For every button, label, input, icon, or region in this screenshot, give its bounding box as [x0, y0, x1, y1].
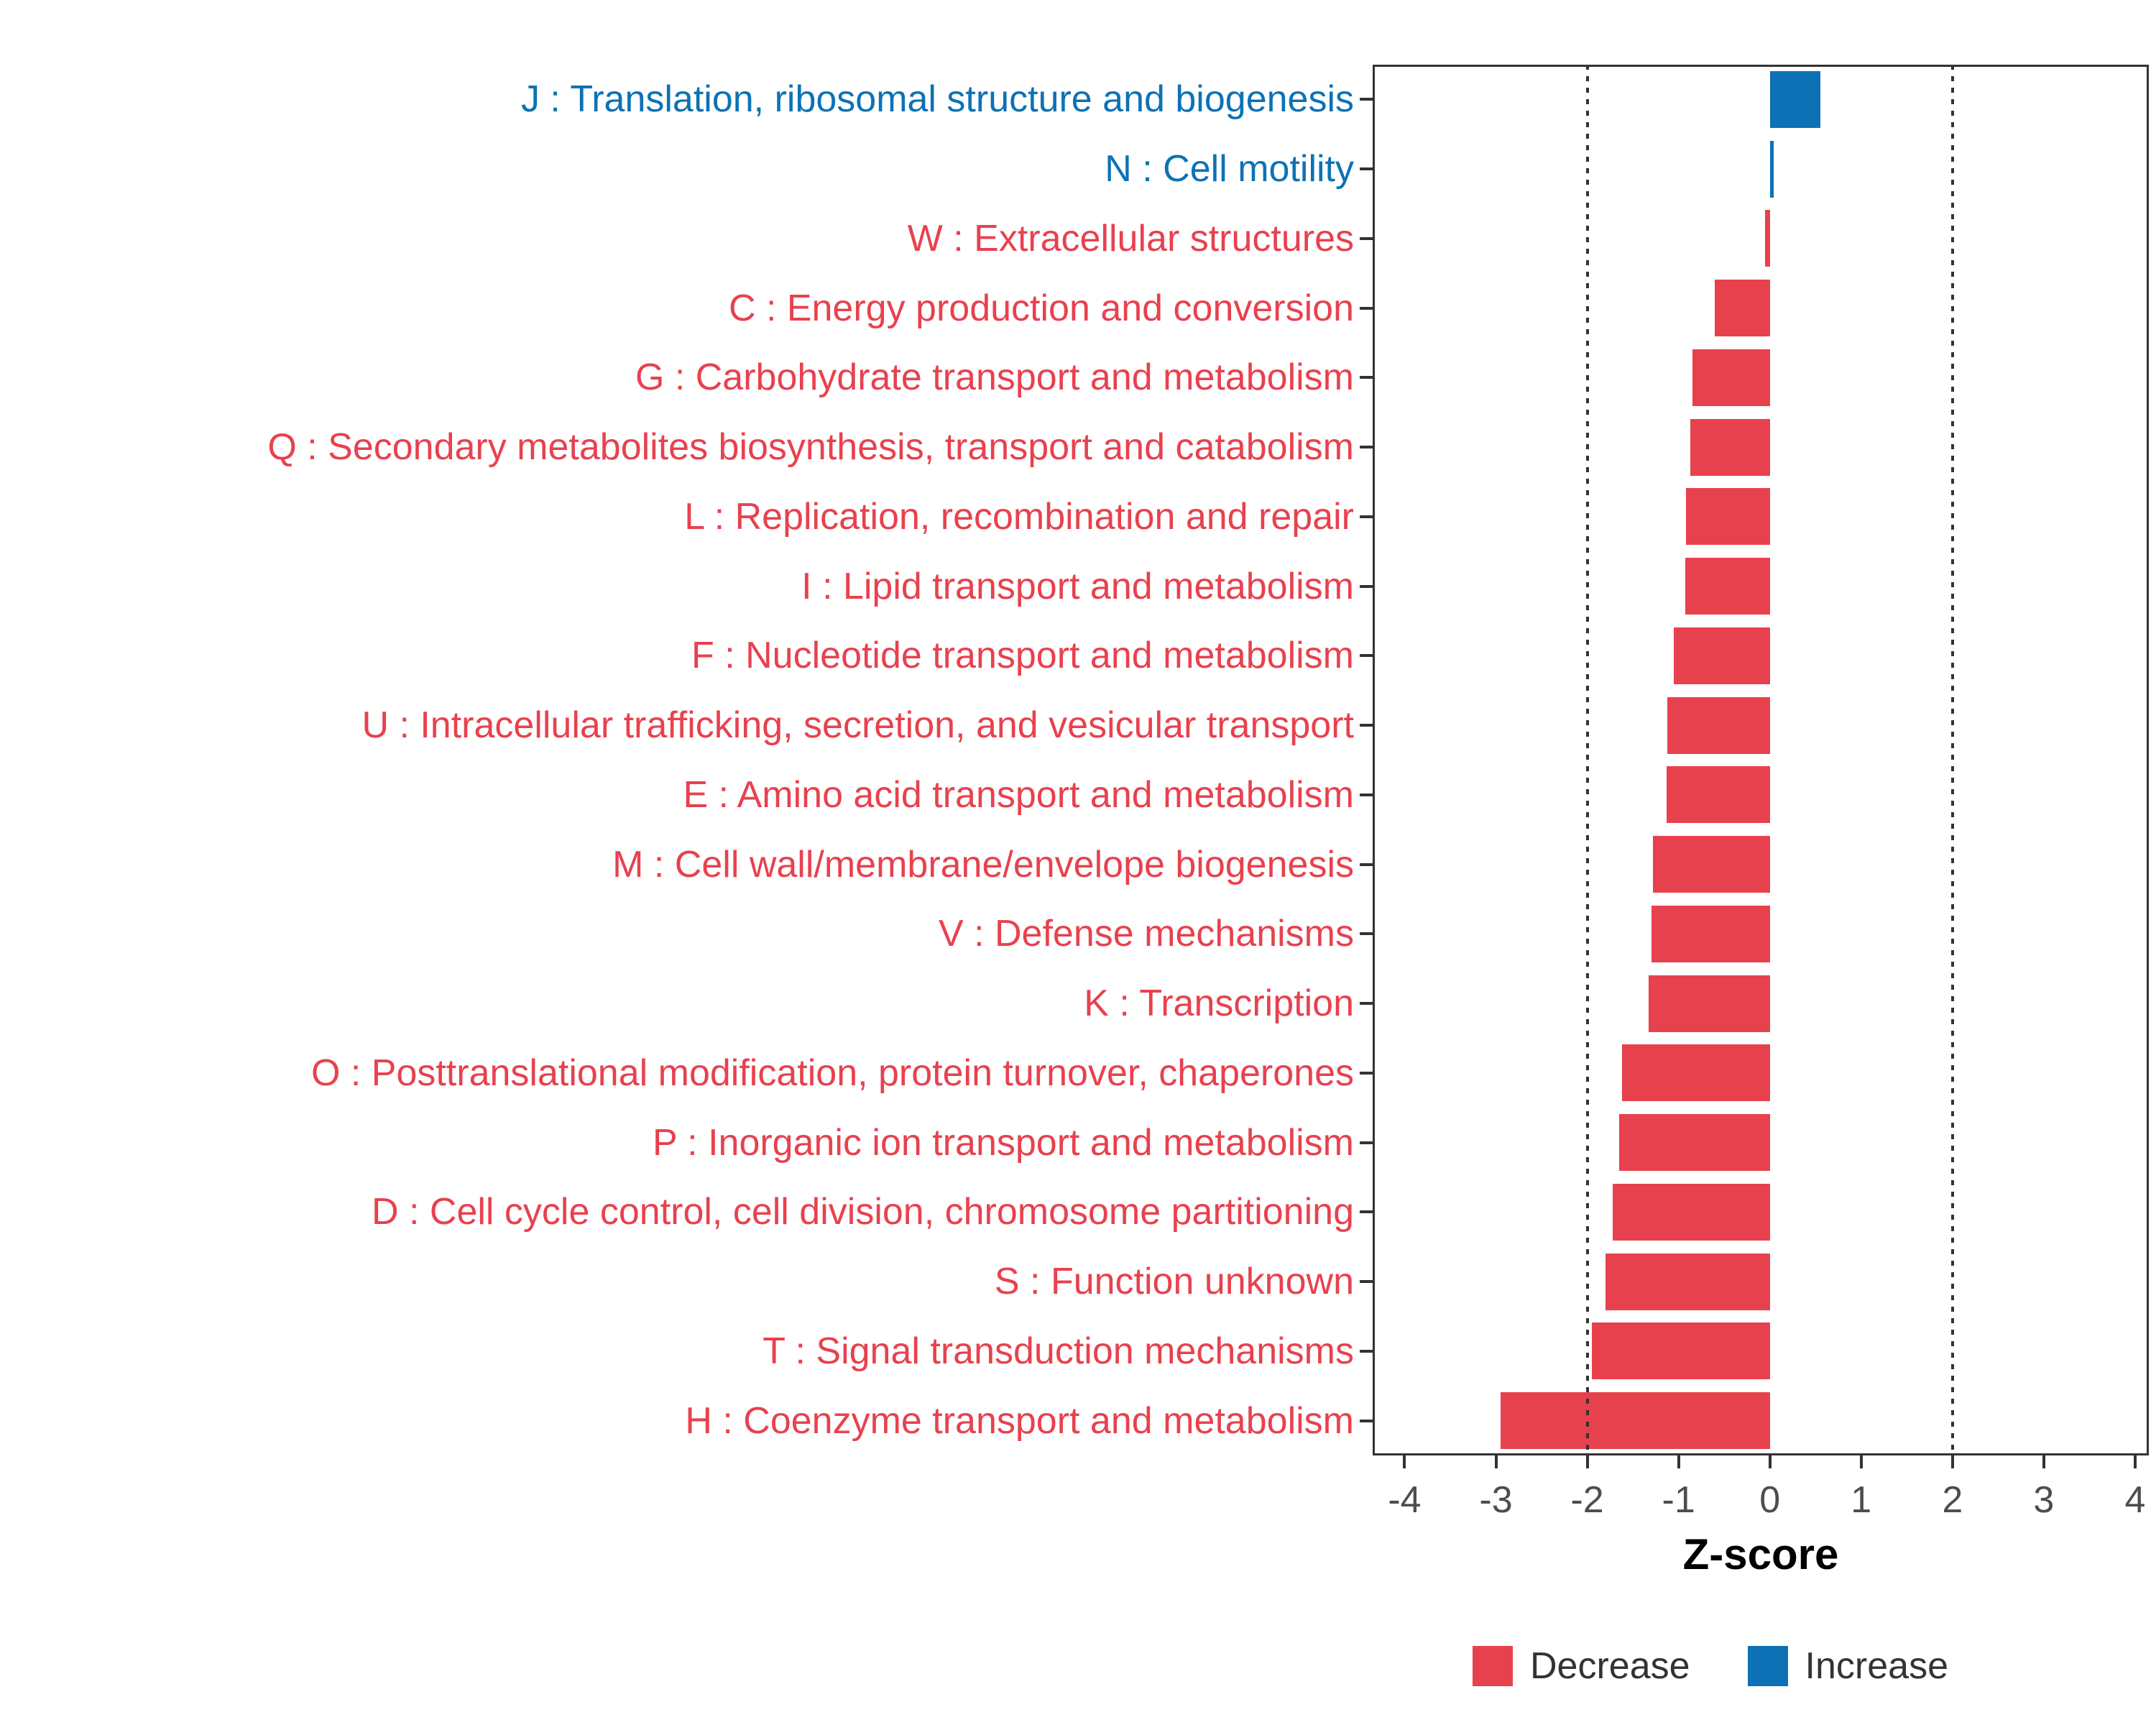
category-label: S : Function unknown: [994, 1261, 1354, 1303]
bar: [1500, 1392, 1770, 1450]
category-label: W : Extracellular structures: [907, 217, 1354, 259]
bar: [1715, 280, 1770, 337]
x-tick-label: -4: [1388, 1479, 1422, 1521]
category-label: F : Nucleotide transport and metabolism: [691, 635, 1354, 677]
x-tick: [1950, 1455, 1954, 1468]
category-label: K : Transcription: [1084, 983, 1354, 1025]
bar: [1667, 766, 1770, 824]
y-tick: [1360, 1141, 1373, 1144]
reference-line: [1950, 65, 1954, 1455]
y-tick: [1360, 376, 1373, 380]
legend-item-decrease: Decrease: [1472, 1644, 1690, 1688]
y-tick: [1360, 515, 1373, 518]
legend-swatch-increase: [1747, 1646, 1788, 1686]
x-tick-label: -2: [1570, 1479, 1604, 1521]
y-tick: [1360, 1002, 1373, 1006]
bar: [1621, 1044, 1770, 1102]
y-tick: [1360, 862, 1373, 866]
bar: [1591, 1322, 1770, 1380]
x-tick: [1859, 1455, 1863, 1468]
category-label: M : Cell wall/membrane/envelope biogenes…: [612, 843, 1354, 886]
y-tick: [1360, 724, 1373, 727]
x-tick: [1403, 1455, 1406, 1468]
y-tick: [1360, 584, 1373, 588]
category-label: E : Amino acid transport and metabolism: [683, 773, 1354, 816]
bar: [1606, 1253, 1770, 1310]
legend-label: Increase: [1805, 1645, 1948, 1687]
bar: [1769, 140, 1774, 198]
y-tick: [1360, 167, 1373, 171]
category-label: P : Inorganic ion transport and metaboli…: [652, 1121, 1354, 1164]
bar: [1653, 836, 1770, 893]
y-tick: [1360, 446, 1373, 449]
bar: [1648, 975, 1770, 1032]
bar: [1765, 210, 1770, 267]
x-tick: [2042, 1455, 2045, 1468]
bar: [1685, 488, 1770, 546]
bar: [1692, 349, 1770, 406]
bar: [1769, 70, 1820, 128]
x-tick: [1677, 1455, 1680, 1468]
category-label: J : Translation, ribosomal structure and…: [520, 78, 1354, 121]
reference-line: [1585, 65, 1589, 1455]
category-label: G : Carbohydrate transport and metabolis…: [635, 356, 1354, 399]
x-tick: [2133, 1455, 2137, 1468]
y-tick: [1360, 98, 1373, 101]
category-label: T : Signal transduction mechanisms: [763, 1330, 1354, 1372]
bar: [1690, 418, 1770, 476]
bar: [1685, 558, 1770, 615]
plot-panel: [1373, 65, 2149, 1455]
x-axis-title: Z-score: [1682, 1530, 1839, 1578]
legend-swatch-decrease: [1472, 1646, 1513, 1686]
category-label: C : Energy production and conversion: [728, 287, 1354, 329]
y-tick: [1360, 236, 1373, 240]
y-tick: [1360, 932, 1373, 936]
category-label: V : Defense mechanisms: [938, 913, 1354, 955]
y-tick: [1360, 1349, 1373, 1353]
legend-label: Decrease: [1529, 1645, 1690, 1687]
category-label: N : Cell motility: [1105, 148, 1354, 190]
x-tick: [1585, 1455, 1589, 1468]
x-tick-label: 3: [2033, 1479, 2055, 1521]
x-tick-label: 0: [1759, 1479, 1781, 1521]
y-tick: [1360, 793, 1373, 796]
x-tick: [1494, 1455, 1498, 1468]
bar: [1674, 627, 1770, 684]
y-tick: [1360, 1210, 1373, 1214]
legend: Decrease Increase: [1265, 1644, 2156, 1688]
category-label: I : Lipid transport and metabolism: [801, 565, 1354, 607]
x-tick-label: 4: [2124, 1479, 2146, 1521]
y-tick: [1360, 1419, 1373, 1422]
x-tick-label: 2: [1942, 1479, 1963, 1521]
bar: [1651, 905, 1770, 962]
y-tick: [1360, 1071, 1373, 1075]
x-tick-label: -3: [1479, 1479, 1513, 1521]
bar: [1619, 1114, 1770, 1172]
category-label: Q : Secondary metabolites biosynthesis, …: [267, 426, 1354, 469]
bar: [1613, 1183, 1770, 1241]
y-tick: [1360, 1280, 1373, 1284]
x-tick-label: -1: [1662, 1479, 1695, 1521]
y-tick: [1360, 306, 1373, 310]
category-label: U : Intracellular trafficking, secretion…: [361, 704, 1354, 747]
bar: [1667, 696, 1770, 754]
category-label: L : Replication, recombination and repai…: [684, 495, 1354, 538]
category-label: D : Cell cycle control, cell division, c…: [372, 1191, 1354, 1233]
category-label: H : Coenzyme transport and metabolism: [685, 1399, 1354, 1442]
x-tick-label: 1: [1851, 1479, 1872, 1521]
category-label: O : Posttranslational modification, prot…: [310, 1052, 1354, 1094]
y-tick: [1360, 654, 1373, 658]
legend-item-increase: Increase: [1747, 1644, 1948, 1688]
x-tick: [1768, 1455, 1772, 1468]
